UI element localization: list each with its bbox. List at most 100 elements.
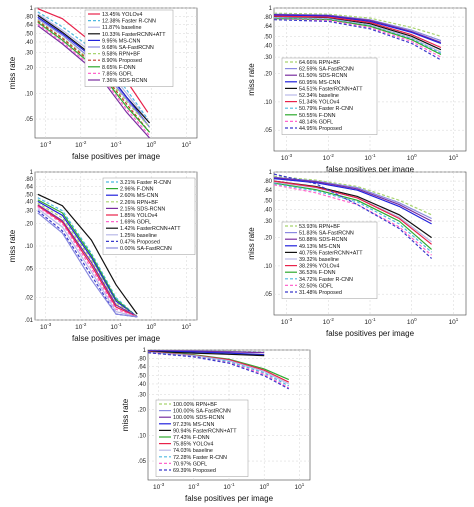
chart-panel-1: 10-3 10-2 10-1 100 101 1 .80 .64 .50 .40 .30 .20 .10… [8,6,198,161]
y-tick-label: .80 [264,179,273,185]
legend-entry: 11.87% baseline [102,25,141,31]
legend-entry: 53.93% RPN+BF [299,224,341,230]
legend-entry: 72.28% Faster R-CNN [173,455,227,461]
y-tick-label: .64 [264,188,273,194]
y-tick-label: 1 [269,170,273,176]
x-tick-label: 10-3 [281,153,293,162]
y-tick-label: .64 [25,23,34,29]
series-group [274,173,433,259]
y-tick-label: .64 [25,184,34,190]
legend-entry: 54.51% FasterRCNN+ATT [299,86,363,92]
y-tick-label: .30 [25,209,34,215]
y-tick-label: .50 [264,198,273,204]
x-tick-label: 10-2 [188,482,200,491]
chart-panel-2: 10-3 10-2 10-1 100 101 1 .80 .64 .50 .40 .30 .20 .10… [247,6,467,174]
legend-entry: 36.53% F-DNN [299,270,336,276]
x-tick-label: 10-1 [110,322,122,331]
y-tick-label: .40 [264,43,273,49]
legend-entry: 100.00% SDS-RCNN [173,415,224,421]
series-line [274,182,432,250]
y-tick-label: .05 [25,117,34,123]
x-tick-label: 10-1 [223,482,235,491]
legend-entry: 10.33% FasterRCNN+ATT [102,32,166,38]
legend-entry: 2.26% RPN+BF [120,200,159,206]
legend-entry: 44.95% Proposed [299,126,342,132]
series-line [274,177,432,222]
y-axis-label: miss rate [8,229,17,262]
series-group [148,350,290,390]
series-line [274,173,433,259]
legend-entry: 51.34% YOLOv4 [299,100,339,106]
legend-entry: 50.79% Faster R-CNN [299,106,353,112]
x-tick-label: 100 [259,482,269,491]
x-tick-label: 10-1 [364,317,376,326]
legend-entry: 2.96% F-DNN [120,187,154,193]
series-line [37,205,138,318]
y-tick-label: .80 [138,356,147,362]
y-tick-label: .20 [25,66,34,72]
series-line [37,204,138,318]
y-tick-label: .40 [25,199,34,205]
y-tick-label: .10 [25,91,34,97]
series-line [274,19,442,61]
y-tick-label: .30 [264,219,273,225]
legend-entry: 8.90% Proposed [102,58,142,64]
x-tick-label: 101 [449,317,459,326]
series-line [148,350,265,356]
y-tick-label: .80 [25,14,34,20]
legend-entry: 97.23% MS-CNN [173,422,214,428]
x-tick-label: 10-1 [110,140,122,149]
y-tick-label: .10 [138,433,147,439]
series-line [274,14,442,44]
series-line [274,184,432,256]
legend-box [281,57,378,135]
y-axis-label: miss rate [247,227,256,260]
y-tick-label: 1 [30,6,34,12]
y-tick-label: .20 [25,222,34,228]
legend-entry: 70.97% GDFL [173,461,207,467]
legend-entry: 1.85% YOLOv4 [120,213,157,219]
legend-entry: 90.94% FasterRCNN+ATT [173,428,237,434]
series-group [37,193,138,318]
legend-entry: 100.00% RPN+BF [173,402,218,408]
y-tick-label: .10 [264,264,273,270]
y-tick-label: .05 [264,128,273,134]
y-tick-label: .80 [25,177,34,183]
x-tick-label: 10-2 [323,317,335,326]
legend-entry: 52.34% baseline [299,93,339,99]
y-tick-label: 1 [269,6,273,12]
legend-entry: 69.39% Proposed [173,468,216,474]
y-tick-label: .01 [25,318,34,324]
legend-box [102,177,196,255]
x-tick-label: 10-3 [153,482,165,491]
legend-entry: 7.85% GDFL [102,71,133,77]
series-line [274,178,432,225]
series-line [37,208,138,318]
x-tick-label: 101 [182,140,192,149]
x-tick-label: 10-2 [75,140,87,149]
x-tick-label: 100 [146,140,156,149]
series-line [37,202,138,318]
legend-entry: 0.00% SA-FastRCNN [120,246,172,252]
series-line [37,212,138,318]
x-tick-label: 10-3 [281,317,293,326]
y-tick-label: .40 [138,382,147,388]
y-tick-label: .50 [25,32,34,38]
y-tick-label: .20 [264,236,273,242]
legend-entry: 74.03% baseline [173,448,213,454]
y-axis-label: miss rate [121,398,130,431]
y-tick-label: .64 [264,24,273,30]
legend-entry: 34.72% Faster R-CNN [299,277,353,283]
series-line [148,352,290,390]
y-tick-label: 1 [143,348,147,354]
y-tick-label: .50 [25,192,34,198]
x-tick-label: 10-1 [364,153,376,162]
x-axis-label: false positives per image [185,494,274,503]
legend-entry: 51.83% SA-FastRCNN [299,231,354,237]
legend-entry: 40.75% FasterRCNN+ATT [299,250,363,256]
y-tick-label: .30 [264,55,273,61]
